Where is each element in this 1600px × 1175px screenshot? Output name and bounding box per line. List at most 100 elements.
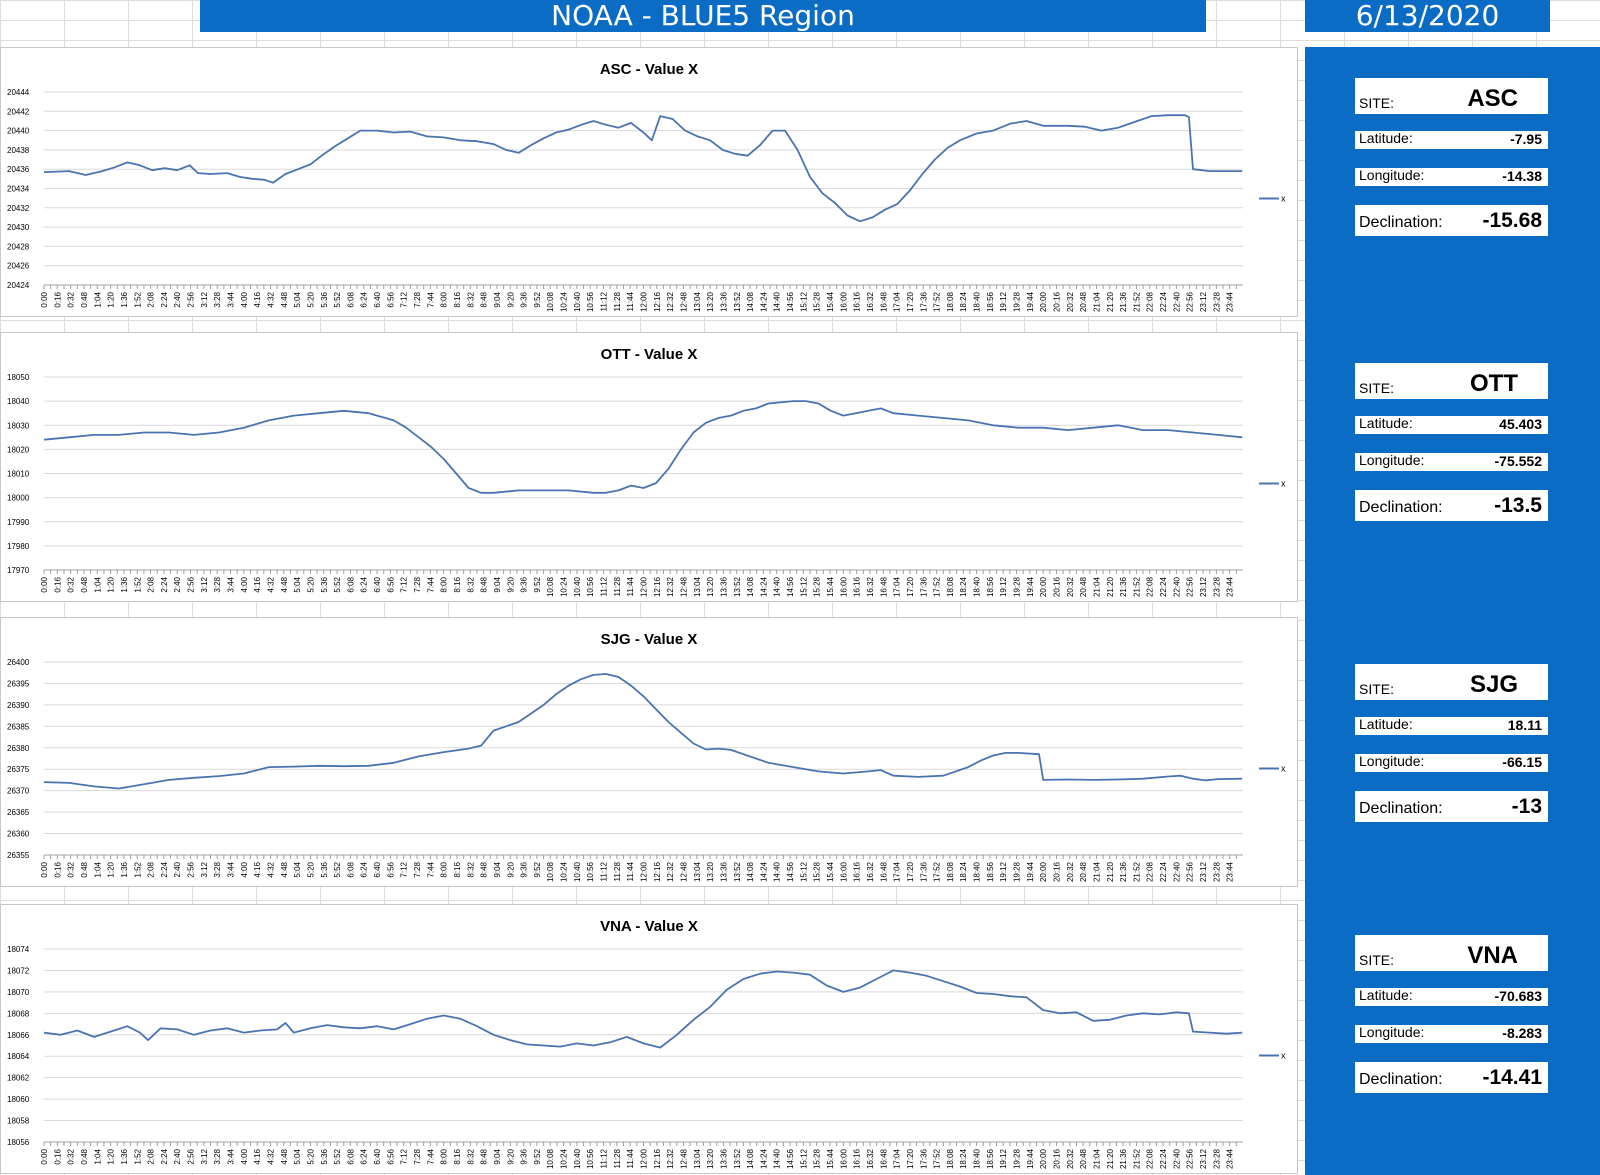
x-tick-label: 22:08 xyxy=(1146,291,1155,312)
x-tick-label: 9:04 xyxy=(493,861,502,877)
latitude-value: -7.95 xyxy=(1510,131,1542,147)
x-tick-label: 22:40 xyxy=(1172,861,1181,882)
x-tick-label: 7:44 xyxy=(426,291,435,307)
x-tick-label: 15:12 xyxy=(799,576,808,597)
x-tick-label: 23:28 xyxy=(1212,576,1221,597)
x-tick-label: 9:20 xyxy=(506,576,515,592)
site-label: SITE: xyxy=(1359,380,1395,396)
x-tick-label: 20:16 xyxy=(1052,576,1061,597)
latitude-label: Latitude: xyxy=(1359,987,1413,1003)
x-tick-label: 4:16 xyxy=(253,576,262,592)
x-tick-label: 1:04 xyxy=(93,291,102,307)
x-tick-label: 12:00 xyxy=(640,861,649,882)
x-tick-label: 10:56 xyxy=(586,291,595,312)
x-tick-label: 5:36 xyxy=(320,1148,329,1164)
x-tick-label: 7:44 xyxy=(426,861,435,877)
x-tick-label: 17:36 xyxy=(919,861,928,882)
x-tick-label: 0:00 xyxy=(40,291,49,307)
x-tick-label: 10:24 xyxy=(560,861,569,882)
x-tick-label: 10:24 xyxy=(560,1148,569,1169)
y-tick-label: 18040 xyxy=(7,397,30,406)
x-tick-label: 23:44 xyxy=(1226,861,1235,882)
site-field: SITE: ASC xyxy=(1355,78,1548,114)
x-tick-label: 4:48 xyxy=(280,576,289,592)
x-tick-label: 7:44 xyxy=(426,1148,435,1164)
x-tick-label: 18:24 xyxy=(959,861,968,882)
x-tick-label: 9:20 xyxy=(506,291,515,307)
x-tick-label: 11:44 xyxy=(626,291,635,311)
x-tick-label: 17:36 xyxy=(919,576,928,597)
x-tick-label: 19:28 xyxy=(1013,861,1022,882)
x-tick-label: 12:48 xyxy=(679,1148,688,1169)
x-tick-label: 6:08 xyxy=(346,1148,355,1164)
declination-value: -15.68 xyxy=(1482,209,1542,232)
y-tick-label: 26385 xyxy=(7,722,30,731)
x-tick-label: 11:44 xyxy=(626,861,635,881)
x-tick-label: 14:08 xyxy=(746,861,755,882)
x-tick-label: 8:00 xyxy=(440,291,449,307)
x-tick-label: 4:00 xyxy=(240,291,249,307)
x-tick-label: 22:24 xyxy=(1159,1148,1168,1169)
x-tick-label: 2:56 xyxy=(187,576,196,592)
legend-label: x xyxy=(1281,479,1286,489)
declination-field: Declination: -13 xyxy=(1355,791,1548,822)
x-tick-label: 21:36 xyxy=(1119,861,1128,882)
x-tick-label: 14:40 xyxy=(773,291,782,312)
x-tick-label: 5:52 xyxy=(333,861,342,877)
x-tick-label: 23:12 xyxy=(1199,861,1208,882)
x-tick-label: 17:04 xyxy=(893,1148,902,1169)
x-tick-label: 15:12 xyxy=(799,1148,808,1169)
x-tick-label: 18:24 xyxy=(959,576,968,597)
x-tick-label: 12:16 xyxy=(653,1148,662,1169)
x-tick-label: 5:36 xyxy=(320,291,329,307)
date-banner: 6/13/2020 xyxy=(1305,0,1550,32)
x-tick-label: 16:32 xyxy=(866,576,875,597)
x-tick-label: 1:04 xyxy=(93,576,102,592)
x-tick-label: 20:32 xyxy=(1066,576,1075,597)
x-tick-label: 17:36 xyxy=(919,1148,928,1169)
x-tick-label: 21:36 xyxy=(1119,291,1128,312)
x-tick-label: 4:16 xyxy=(253,291,262,307)
x-tick-label: 16:32 xyxy=(866,1148,875,1169)
x-tick-label: 21:04 xyxy=(1092,576,1101,597)
chart-svg: OTT - Value X 18050 18040 18030 18020 18010 18… xyxy=(7,346,1286,597)
x-tick-label: 6:56 xyxy=(386,576,395,592)
y-tick-label: 18064 xyxy=(7,1052,30,1061)
x-tick-label: 5:20 xyxy=(306,861,315,877)
x-tick-label: 5:20 xyxy=(306,1148,315,1164)
x-tick-label: 7:28 xyxy=(413,1148,422,1164)
y-tick-label: 18060 xyxy=(7,1095,30,1104)
latitude-field: Latitude: -7.95 xyxy=(1355,130,1548,149)
x-tick-label: 6:08 xyxy=(346,576,355,592)
x-tick-label: 2:40 xyxy=(173,576,182,592)
x-tick-label: 9:20 xyxy=(506,861,515,877)
x-tick-label: 15:44 xyxy=(826,1148,835,1169)
x-tick-label: 19:12 xyxy=(999,576,1008,597)
x-tick-label: 14:40 xyxy=(773,1148,782,1169)
x-tick-label: 8:48 xyxy=(480,861,489,877)
x-tick-label: 14:24 xyxy=(759,861,768,882)
x-tick-label: 13:04 xyxy=(693,861,702,882)
x-tick-label: 16:16 xyxy=(853,1148,862,1169)
x-tick-label: 13:36 xyxy=(719,576,728,597)
site-field: SITE: VNA xyxy=(1355,935,1548,971)
x-tick-label: 11:28 xyxy=(613,1148,622,1168)
x-tick-label: 13:20 xyxy=(706,576,715,597)
x-tick-label: 14:24 xyxy=(759,1148,768,1169)
x-tick-label: 5:52 xyxy=(333,291,342,307)
x-tick-label: 12:16 xyxy=(653,861,662,882)
x-tick-label: 18:56 xyxy=(986,1148,995,1169)
x-tick-label: 18:08 xyxy=(946,576,955,597)
latitude-field: Latitude: 18.11 xyxy=(1355,716,1548,735)
x-tick-label: 18:56 xyxy=(986,576,995,597)
x-tick-label: 11:12 xyxy=(600,1148,609,1168)
series-line-x xyxy=(43,400,1243,494)
x-tick-label: 5:20 xyxy=(306,576,315,592)
y-tick-label: 20430 xyxy=(7,223,30,232)
x-tick-label: 1:36 xyxy=(120,291,129,307)
x-tick-label: 13:36 xyxy=(719,291,728,312)
x-tick-label: 21:36 xyxy=(1119,576,1128,597)
x-tick-label: 8:32 xyxy=(466,1148,475,1164)
x-tick-label: 9:52 xyxy=(533,861,542,877)
x-tick-label: 9:04 xyxy=(493,1148,502,1164)
